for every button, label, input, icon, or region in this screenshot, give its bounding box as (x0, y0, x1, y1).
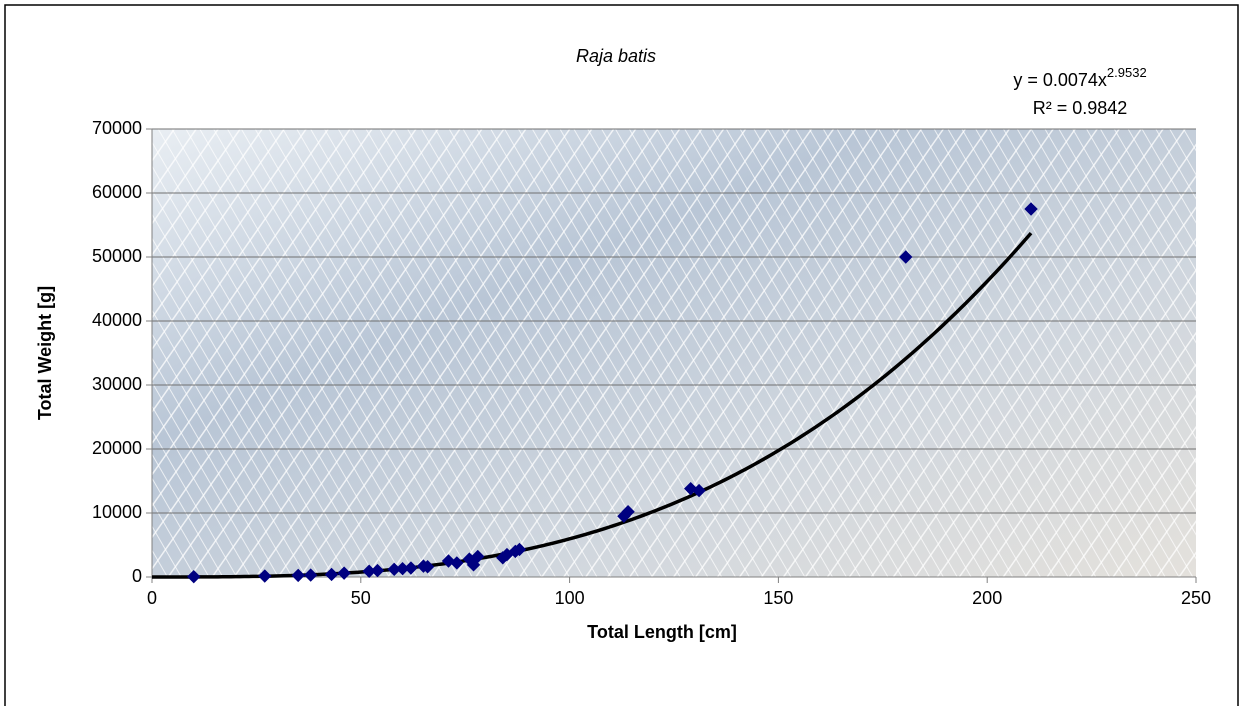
marker (303, 568, 318, 582)
y-tick-label: 50000 (92, 246, 142, 266)
x-tick-label: 50 (351, 588, 371, 608)
y-tick-label: 40000 (92, 310, 142, 330)
marker (187, 569, 201, 584)
marker (692, 483, 706, 498)
y-axis-title: Total Weight [g] (35, 286, 55, 420)
chart-border (4, 4, 1239, 711)
marker (899, 250, 913, 264)
y-tick-label: 20000 (92, 438, 142, 458)
x-tick-label: 200 (972, 588, 1002, 608)
marker (621, 505, 635, 519)
marker (370, 563, 385, 578)
marker (471, 549, 485, 564)
x-tick-label: 150 (763, 588, 793, 608)
x-tick-label: 250 (1181, 588, 1211, 608)
marker (291, 568, 305, 583)
y-tick-label: 60000 (92, 182, 142, 202)
y-tick-label: 30000 (92, 374, 142, 394)
chart-title: Raja batis (576, 46, 656, 66)
x-axis-title: Total Length [cm] (587, 622, 737, 642)
x-tick-label: 0 (147, 588, 157, 608)
trendline-equation: y = 0.0074x2.9532 (1013, 65, 1146, 89)
marker (324, 567, 339, 582)
equation-exponent: 2.9532 (1107, 65, 1147, 80)
marker (337, 566, 351, 580)
plot-background (152, 129, 1196, 577)
x-tick-label: 100 (555, 588, 585, 608)
marker (258, 569, 272, 583)
marker (450, 556, 464, 570)
marker (420, 560, 435, 574)
r-squared: R² = 0.9842 (1033, 98, 1128, 118)
y-tick-label: 10000 (92, 502, 142, 522)
equation-text: y = 0.0074x (1013, 70, 1107, 90)
marker (1024, 202, 1038, 216)
y-tick-label: 70000 (92, 118, 142, 138)
marker (404, 561, 418, 575)
marker (512, 542, 527, 557)
y-tick-label: 0 (132, 566, 142, 586)
